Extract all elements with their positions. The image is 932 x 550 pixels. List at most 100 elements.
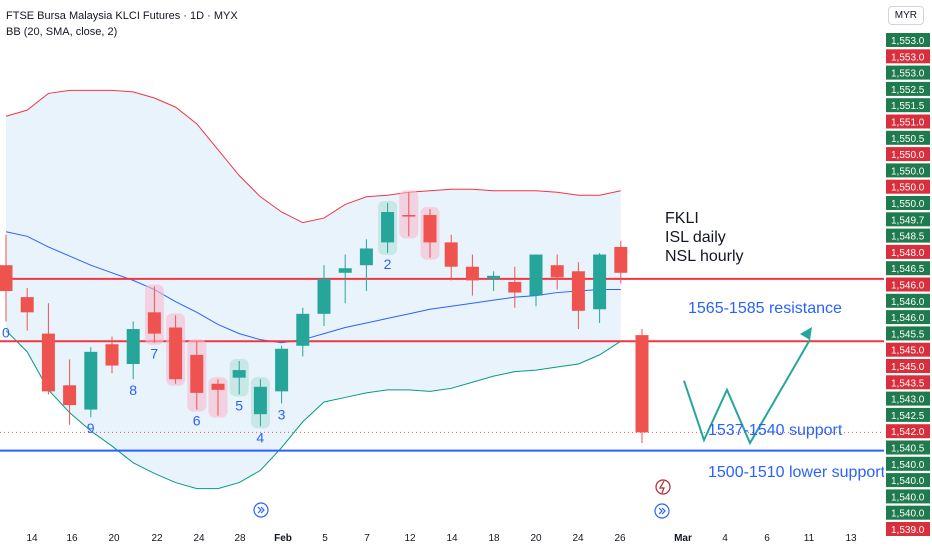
price-tag-text: 1,549.7 — [891, 215, 925, 226]
candle-body — [614, 246, 628, 273]
price-tag-text: 1,550.0 — [891, 150, 925, 161]
projection-line — [683, 339, 811, 446]
price-tag-text: 1,546.0 — [891, 281, 925, 292]
time-axis-label: 24 — [572, 533, 584, 544]
price-tag-text: 1,551.0 — [891, 118, 925, 129]
chart-icons[interactable] — [253, 479, 671, 519]
price-tag-text: 1,540.0 — [891, 460, 925, 471]
candle-body — [105, 344, 119, 366]
price-tag-text: 1,543.0 — [891, 395, 925, 406]
price-tag — [886, 375, 930, 390]
time-axis-label: 6 — [764, 533, 770, 544]
fkli-note-line: ISL daily — [665, 229, 726, 246]
td-count-label: 0 — [2, 324, 10, 340]
price-tag — [886, 179, 930, 194]
time-axis-label: 14 — [26, 533, 38, 544]
candle-body — [275, 348, 289, 392]
time-axis-label: Mar — [674, 533, 692, 544]
time-axis-label: Feb — [274, 533, 292, 544]
time-axis-label: 12 — [404, 533, 416, 544]
td-counts: 0 9 7 8 6 543 2 — [2, 256, 392, 445]
currency-label[interactable]: MYR — [887, 6, 924, 25]
price-tag-text: 1,546.0 — [891, 297, 925, 308]
forward-arrows-icon — [257, 506, 265, 514]
price-tag — [886, 228, 930, 243]
bollinger-bands — [5, 89, 622, 490]
indicator-legend: BB (20, SMA, close, 2) — [6, 26, 118, 38]
price-tag — [886, 522, 930, 536]
level-note-lower_support: 1500-1510 lower support — [708, 464, 886, 481]
candles[interactable] — [0, 192, 649, 444]
candle-body — [444, 242, 458, 267]
td-count-label: 8 — [129, 382, 137, 398]
price-tag — [886, 342, 930, 357]
candle-body — [529, 254, 543, 296]
time-axis-label: 13 — [845, 533, 857, 544]
price-axis[interactable]: 1,553.0 1,553.0 1,553.0 1,552.5 1,551.5 1,551… — [884, 0, 932, 550]
price-tag-text: 1,550.5 — [891, 134, 925, 145]
candle-body — [41, 333, 55, 392]
candle-body — [20, 297, 34, 313]
candle-body — [147, 312, 161, 334]
td-count-label: 6 — [193, 413, 201, 429]
price-tag — [886, 440, 930, 455]
price-tag-text: 1,545.5 — [891, 329, 925, 340]
price-tag-text: 1,540.5 — [891, 444, 925, 455]
price-tag — [886, 163, 930, 178]
price-tag-text: 1,553.0 — [891, 52, 925, 63]
lower-band-line — [5, 330, 622, 490]
price-tag — [886, 505, 930, 520]
level-note-resistance: 1565-1585 resistance — [688, 300, 842, 317]
time-axis-label: 20 — [530, 533, 542, 544]
band-area — [6, 90, 621, 489]
time-axis-label: 4 — [722, 533, 728, 544]
time-axis-label: 11 — [804, 533, 815, 544]
candle-body — [402, 215, 416, 217]
price-tag — [886, 147, 930, 162]
price-tag-text: 1,548.0 — [891, 248, 925, 259]
time-axis-label: 20 — [108, 533, 120, 544]
price-tag — [886, 310, 930, 325]
td-count-label: 9 — [87, 420, 95, 436]
candle-body — [84, 351, 98, 410]
price-tag-text: 1,542.0 — [891, 427, 925, 438]
candle-body — [571, 271, 585, 311]
price-tag-text: 1,552.5 — [891, 85, 925, 96]
price-tag-text: 1,550.0 — [891, 166, 925, 177]
price-tag-text: 1,551.5 — [891, 101, 925, 112]
price-tag — [886, 424, 930, 439]
price-tag-text: 1,539.0 — [891, 525, 925, 536]
price-tag — [886, 359, 930, 373]
annotations: FKLI ISL daily NSL hourly 1565-1585 resista… — [665, 210, 886, 481]
level-note-support: 1537-1540 support — [708, 422, 843, 439]
price-tag — [886, 326, 930, 341]
candle-body — [508, 281, 522, 293]
candle-body — [253, 386, 267, 415]
candle-body — [63, 385, 77, 406]
td-count-label: 3 — [278, 407, 286, 423]
candle-body — [317, 278, 331, 314]
price-tag — [886, 33, 930, 47]
price-tag — [886, 391, 930, 406]
price-tag — [886, 49, 930, 64]
time-axis-label: 7 — [364, 533, 370, 544]
time-axis-label: 14 — [446, 533, 458, 544]
price-tag-text: 1,542.5 — [891, 411, 925, 422]
price-tag-text: 1,540.0 — [891, 492, 925, 503]
candle-body — [423, 215, 437, 243]
price-tag-text: 1,546.5 — [891, 264, 925, 275]
td-count-label: 2 — [384, 256, 392, 272]
fkli-note-line: NSL hourly — [665, 248, 744, 265]
td-count-label: 4 — [256, 429, 264, 445]
lightning-icon — [658, 480, 665, 494]
time-axis[interactable]: 14 16 20 22 24 28 Feb 5 7 12 14 18 20 24 26 Mar 4 6 11 13 — [0, 528, 884, 550]
candle-body — [550, 265, 564, 278]
candle-body — [211, 383, 225, 390]
time-axis-label: 28 — [234, 533, 246, 544]
candle-body — [0, 265, 13, 292]
price-tag — [886, 114, 930, 129]
price-tag — [886, 473, 930, 488]
price-tag — [886, 293, 930, 308]
fkli-note-line: FKLI — [665, 210, 699, 227]
